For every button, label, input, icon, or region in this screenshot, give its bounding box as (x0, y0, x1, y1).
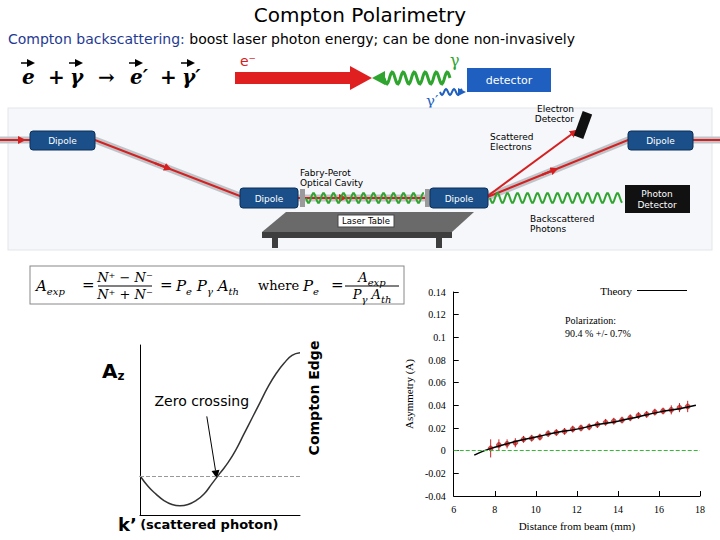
svg-text:Electron: Electron (537, 104, 574, 114)
svg-text:Laser Table: Laser Table (342, 216, 390, 226)
svg-text:→: → (98, 65, 115, 89)
svg-text:8: 8 (492, 504, 497, 515)
svg-text:Polarization:: Polarization: (565, 315, 616, 326)
svg-text:γ′: γ′ (182, 65, 201, 89)
svg-text:Electrons: Electrons (490, 142, 532, 152)
svg-text:10: 10 (531, 504, 541, 515)
svg-text:Pγ Ath: Pγ Ath (352, 287, 392, 305)
svg-text:k’: k’ (118, 514, 137, 535)
svg-text:0.1: 0.1 (433, 332, 446, 343)
svg-text:Photons: Photons (530, 224, 566, 234)
svg-text:Dipole: Dipole (255, 194, 284, 204)
svg-text:Fabry-Perot: Fabry-Perot (300, 168, 351, 178)
svg-text:Distance from beam (mm): Distance from beam (mm) (519, 520, 636, 533)
svg-text:16: 16 (654, 504, 664, 515)
svg-text:where: where (258, 278, 299, 293)
svg-text:14: 14 (613, 504, 623, 515)
svg-text:N⁺ + N⁻: N⁺ + N⁻ (96, 287, 153, 302)
svg-text:Dipole: Dipole (646, 136, 675, 146)
svg-text:0.06: 0.06 (428, 377, 446, 388)
svg-text:Pe Pγ Ath: Pe Pγ Ath (175, 277, 239, 297)
svg-text:0: 0 (441, 445, 446, 456)
svg-text:+: + (160, 65, 177, 89)
svg-text:z: z (117, 369, 124, 383)
svg-text:12: 12 (572, 504, 582, 515)
svg-text:18: 18 (695, 504, 705, 515)
svg-text:=: = (160, 276, 173, 294)
svg-text:Asymmetry (A): Asymmetry (A) (403, 359, 416, 429)
svg-text:0.14: 0.14 (428, 287, 446, 298)
svg-text:Aexp: Aexp (357, 270, 386, 288)
svg-text:+: + (48, 65, 65, 89)
svg-text:A: A (102, 359, 118, 383)
svg-text:Detector: Detector (535, 114, 575, 124)
svg-text:6: 6 (451, 504, 456, 515)
svg-text:(scattered photon): (scattered photon) (140, 517, 278, 532)
svg-text:Compton Polarimetry: Compton Polarimetry (254, 3, 467, 27)
svg-text:=: = (82, 276, 95, 294)
svg-text:Compton Edge: Compton Edge (306, 341, 322, 456)
svg-text:Dipole: Dipole (445, 194, 474, 204)
svg-text:Theory: Theory (600, 285, 632, 297)
svg-text:Zero crossing: Zero crossing (154, 393, 249, 409)
svg-text:Optical Cavity: Optical Cavity (300, 178, 364, 188)
svg-text:0.02: 0.02 (428, 423, 446, 434)
svg-text:Compton backscattering: boost: Compton backscattering: boost laser phot… (8, 31, 575, 47)
svg-text:γ: γ (70, 65, 84, 89)
svg-text:Dipole: Dipole (48, 136, 77, 146)
svg-text:Scattered: Scattered (490, 132, 534, 142)
svg-text:e′: e′ (130, 65, 149, 89)
svg-text:Photon: Photon (641, 189, 672, 199)
svg-text:γ′: γ′ (426, 92, 439, 110)
svg-text:0.04: 0.04 (428, 400, 446, 411)
svg-text:90.4 % +/- 0.7%: 90.4 % +/- 0.7% (565, 328, 631, 339)
svg-text:N⁺ − N⁻: N⁺ − N⁻ (96, 270, 153, 285)
svg-text:Detector: Detector (637, 200, 677, 210)
svg-text:e: e (22, 65, 35, 89)
svg-text:detector: detector (486, 74, 533, 87)
svg-text:Pe: Pe (302, 277, 319, 297)
svg-text:-0.02: -0.02 (425, 468, 446, 479)
svg-text:Backscattered: Backscattered (530, 214, 594, 224)
svg-text:-0.04: -0.04 (425, 491, 446, 502)
svg-text:e⁻: e⁻ (240, 53, 256, 69)
svg-text:=: = (331, 276, 344, 294)
svg-text:Aexp: Aexp (34, 277, 65, 297)
svg-text:γ: γ (450, 51, 460, 70)
svg-text:0.12: 0.12 (428, 309, 446, 320)
svg-text:0.08: 0.08 (428, 355, 446, 366)
